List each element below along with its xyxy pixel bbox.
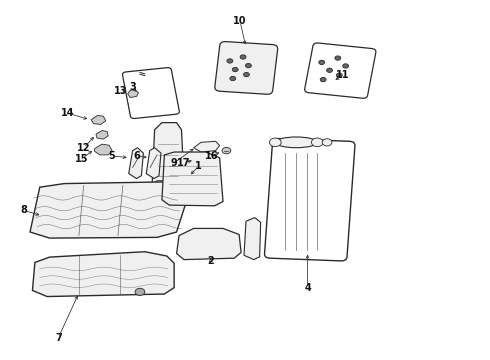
- Text: 17: 17: [177, 158, 190, 168]
- Circle shape: [312, 138, 323, 147]
- Circle shape: [222, 147, 231, 154]
- Text: 3: 3: [129, 82, 136, 93]
- Circle shape: [135, 288, 145, 296]
- Circle shape: [270, 138, 281, 147]
- Circle shape: [320, 77, 326, 82]
- Polygon shape: [194, 141, 220, 152]
- Polygon shape: [96, 131, 108, 139]
- Text: 10: 10: [233, 17, 247, 27]
- Ellipse shape: [275, 137, 317, 148]
- Circle shape: [335, 56, 341, 60]
- Polygon shape: [176, 228, 241, 260]
- Text: 1: 1: [195, 161, 202, 171]
- Circle shape: [230, 76, 236, 81]
- Text: 13: 13: [114, 86, 127, 96]
- Polygon shape: [152, 123, 184, 187]
- Text: 9: 9: [171, 158, 177, 168]
- Text: 4: 4: [304, 283, 311, 293]
- Circle shape: [232, 67, 238, 72]
- Polygon shape: [91, 116, 106, 125]
- FancyBboxPatch shape: [155, 181, 184, 193]
- FancyBboxPatch shape: [215, 41, 278, 94]
- Polygon shape: [32, 252, 174, 297]
- Circle shape: [336, 73, 342, 77]
- Polygon shape: [147, 148, 161, 179]
- Polygon shape: [162, 152, 223, 206]
- Circle shape: [244, 72, 249, 77]
- Text: 7: 7: [55, 333, 62, 343]
- Text: 5: 5: [109, 151, 116, 161]
- Text: 16: 16: [205, 151, 219, 161]
- Circle shape: [327, 68, 332, 72]
- Polygon shape: [129, 148, 144, 179]
- Circle shape: [227, 59, 233, 63]
- Circle shape: [322, 139, 332, 146]
- Circle shape: [245, 63, 251, 68]
- Text: 2: 2: [207, 256, 214, 266]
- Text: 12: 12: [77, 143, 91, 153]
- Text: 11: 11: [336, 70, 349, 80]
- Circle shape: [343, 64, 348, 68]
- Polygon shape: [195, 157, 208, 163]
- Circle shape: [240, 55, 246, 59]
- Text: 15: 15: [74, 154, 88, 164]
- Circle shape: [319, 60, 325, 64]
- Text: 14: 14: [61, 108, 75, 118]
- Text: 6: 6: [133, 151, 140, 161]
- Polygon shape: [128, 90, 139, 98]
- Polygon shape: [30, 182, 186, 238]
- Polygon shape: [95, 144, 112, 155]
- Polygon shape: [244, 218, 261, 260]
- Text: 8: 8: [21, 206, 27, 216]
